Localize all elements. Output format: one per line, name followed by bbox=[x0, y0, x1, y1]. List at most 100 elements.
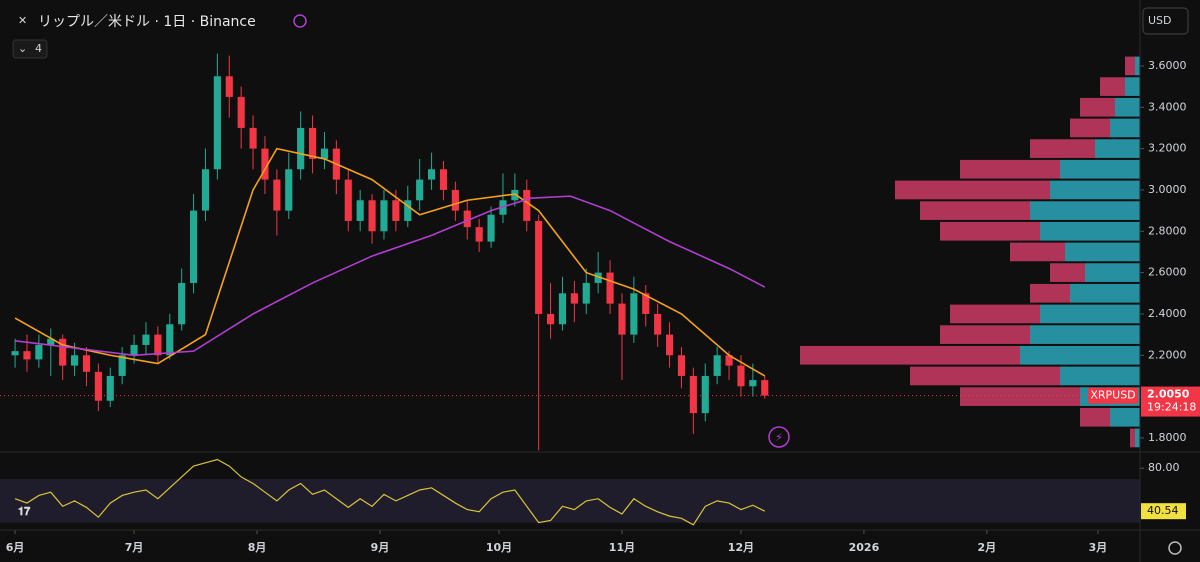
profile-up bbox=[1065, 242, 1140, 262]
candle-body bbox=[749, 380, 757, 387]
chevron: ⌄ bbox=[18, 42, 27, 55]
candle-body bbox=[368, 200, 376, 232]
logo: 𝟏𝟕 bbox=[18, 505, 31, 518]
profile-down bbox=[1125, 56, 1135, 76]
y-tick-label: 3.0000 bbox=[1148, 183, 1187, 196]
indicator-toggle[interactable] bbox=[12, 39, 48, 59]
candle-body bbox=[297, 127, 305, 170]
candle-body bbox=[630, 293, 638, 335]
candle-body bbox=[665, 334, 674, 356]
profile-up bbox=[1030, 325, 1140, 344]
profile-down bbox=[1030, 283, 1070, 303]
profile-down bbox=[960, 159, 1060, 179]
profile-up bbox=[1110, 407, 1140, 427]
candle-body bbox=[511, 189, 519, 201]
profile-up bbox=[1115, 97, 1140, 117]
profile-up bbox=[1030, 201, 1140, 220]
candle-body bbox=[582, 282, 590, 304]
alert-icon[interactable] bbox=[768, 426, 790, 448]
profile-down bbox=[1130, 428, 1135, 448]
rsi-tick-label: 80.00 bbox=[1148, 461, 1180, 474]
candle-body bbox=[23, 351, 31, 360]
candle-body bbox=[59, 338, 67, 366]
candle-body bbox=[713, 355, 721, 376]
candle-body bbox=[82, 355, 91, 372]
candle-body bbox=[701, 375, 709, 414]
profile-up bbox=[1095, 139, 1140, 158]
y-tick-label: 2.2000 bbox=[1148, 348, 1187, 361]
profile-down bbox=[960, 387, 1080, 406]
currency: USD bbox=[1148, 14, 1172, 27]
profile-up bbox=[1070, 283, 1140, 303]
x-tick-label: 6月 bbox=[6, 541, 25, 554]
candle-body bbox=[190, 210, 198, 283]
x-tick-label: 7月 bbox=[125, 541, 144, 554]
y-tick-label: 3.6000 bbox=[1148, 59, 1187, 72]
profile-down bbox=[920, 201, 1030, 220]
candle-body bbox=[142, 334, 150, 345]
y-tick-label: 2.4000 bbox=[1148, 307, 1187, 320]
candle-body bbox=[761, 380, 769, 396]
candle-body bbox=[463, 210, 471, 228]
profile-up bbox=[1060, 159, 1140, 179]
candle-body bbox=[308, 127, 317, 159]
candle-body bbox=[404, 200, 412, 221]
candle-body bbox=[154, 334, 162, 356]
candle-body bbox=[380, 200, 388, 232]
candle-body bbox=[178, 282, 186, 325]
profile-up bbox=[1040, 304, 1140, 324]
profile-down bbox=[940, 221, 1040, 241]
close-icon[interactable]: ✕ bbox=[18, 14, 27, 27]
profile-down bbox=[940, 325, 1030, 344]
settings-icon[interactable] bbox=[1168, 541, 1182, 555]
candle-body bbox=[558, 293, 567, 325]
y-tick-label: 1.8000 bbox=[1148, 431, 1187, 444]
symbol-badge bbox=[1088, 387, 1138, 404]
candle-body bbox=[487, 214, 495, 242]
lightning: ⚡ bbox=[775, 431, 783, 444]
profile-up bbox=[1135, 56, 1140, 76]
profile-up bbox=[1050, 180, 1140, 200]
candle-body bbox=[618, 303, 626, 335]
profile-up bbox=[1125, 77, 1140, 96]
indicator-count: 4 bbox=[35, 42, 42, 55]
rsi-last-label: 40.54 bbox=[1147, 504, 1179, 517]
last-price-label: 2.0050 bbox=[1147, 388, 1190, 401]
candle-body bbox=[523, 189, 531, 221]
x-tick-label: 12月 bbox=[728, 541, 754, 554]
rsi-badge bbox=[1141, 503, 1186, 520]
profile-down bbox=[1100, 77, 1125, 96]
currency-button[interactable] bbox=[1142, 7, 1189, 35]
profile-down bbox=[1080, 97, 1115, 117]
rsi-line bbox=[14, 458, 766, 526]
candle-body bbox=[535, 220, 543, 314]
candle-body bbox=[392, 200, 400, 221]
candle-body bbox=[546, 313, 555, 325]
candle-body bbox=[475, 227, 483, 242]
x-tick-label: 2月 bbox=[978, 541, 997, 554]
candle-body bbox=[570, 293, 578, 304]
rsi-band bbox=[0, 479, 1140, 523]
x-tick-label: 11月 bbox=[609, 541, 635, 554]
symbol-label: XRPUSD bbox=[1090, 389, 1135, 402]
candle-body bbox=[237, 96, 245, 128]
candle-body bbox=[249, 127, 257, 149]
profile-up bbox=[1020, 345, 1140, 365]
profile-down bbox=[1010, 242, 1065, 262]
x-tick-label: 8月 bbox=[248, 541, 267, 554]
candle-body bbox=[213, 76, 221, 170]
price-badge bbox=[1141, 386, 1200, 417]
profile-up bbox=[1110, 118, 1140, 138]
candle-body bbox=[118, 355, 126, 376]
candle-body bbox=[737, 365, 745, 387]
profile-down bbox=[1050, 263, 1085, 282]
candle-body bbox=[201, 169, 210, 211]
candle-body bbox=[11, 351, 19, 356]
candle-body bbox=[451, 189, 459, 211]
y-tick-label: 3.4000 bbox=[1148, 100, 1187, 113]
candle-body bbox=[654, 313, 662, 335]
profile-down bbox=[1030, 139, 1095, 158]
share-icon[interactable] bbox=[293, 14, 307, 28]
profile-up bbox=[1135, 428, 1140, 448]
